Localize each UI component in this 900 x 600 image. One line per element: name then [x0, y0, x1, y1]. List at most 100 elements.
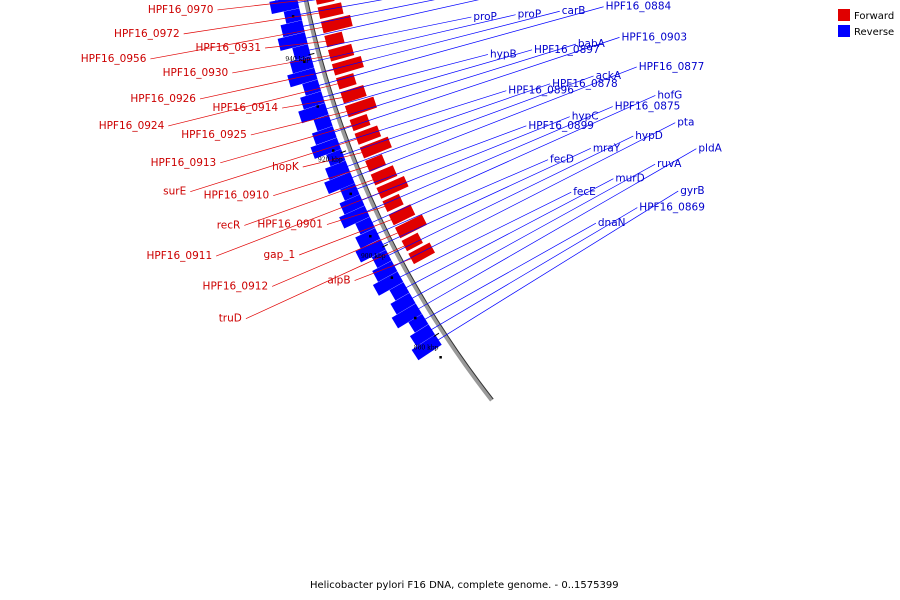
gene-glyph — [411, 334, 442, 361]
gene-glyph — [340, 84, 367, 104]
gene-glyph — [344, 96, 377, 118]
gene-glyph — [287, 67, 318, 88]
forward-gene-label: truD — [219, 313, 242, 325]
leader-line — [416, 148, 697, 310]
reverse-gene-label: fecE — [573, 186, 596, 198]
gene-glyph — [372, 271, 404, 296]
leader-line — [392, 122, 676, 268]
reverse-gene-label: babA — [578, 38, 606, 50]
feature-marker — [331, 149, 335, 152]
gene-glyph — [355, 216, 375, 235]
leader-line — [304, 0, 480, 39]
leader-line — [310, 14, 516, 63]
legend-forward-label: Forward — [854, 11, 894, 22]
reverse-gene-label: HPF16_0875 — [615, 101, 681, 113]
map-caption: Helicobacter pylori F16 DNA, complete ge… — [310, 580, 619, 591]
reverse-gene-label: dnaN — [598, 217, 626, 229]
legend: Forward Reverse — [838, 9, 894, 38]
reverse-gene-label: hypD — [635, 130, 663, 142]
leader-line — [355, 125, 527, 190]
feature-marker — [349, 192, 353, 196]
forward-gene-label: recR — [217, 219, 241, 231]
leader-line — [232, 54, 332, 74]
leader-line — [272, 231, 400, 287]
gene-glyph — [354, 125, 382, 145]
legend-reverse-label: Reverse — [854, 27, 894, 38]
feature-marker — [369, 234, 372, 238]
reverse-gene-label: carB — [562, 5, 586, 17]
feature-marker — [291, 15, 295, 18]
feature-marker — [439, 356, 442, 359]
reverse-gene-label: hypB — [490, 48, 517, 60]
gene-glyph — [324, 31, 345, 48]
feature-marker — [303, 60, 306, 63]
gene-glyph — [339, 194, 365, 215]
forward-gene-label: HPF16_0926 — [130, 93, 196, 105]
feature-marker — [390, 276, 394, 279]
legend-forward-swatch — [838, 9, 850, 21]
legend-reverse-swatch — [838, 25, 850, 37]
tick-label: 880 kbp — [414, 345, 439, 352]
leader-line — [150, 26, 325, 60]
leader-line — [360, 116, 570, 202]
forward-gene-label: HPF16_0931 — [195, 42, 261, 54]
gene-glyph — [280, 20, 305, 38]
forward-gene-label: HPF16_0910 — [204, 190, 270, 202]
leader-line — [345, 75, 594, 168]
leader-line — [436, 190, 679, 342]
gene-glyph — [317, 2, 344, 20]
leader-line — [282, 96, 345, 109]
leader-line — [299, 218, 394, 256]
gene-glyph — [340, 183, 360, 201]
forward-gene-label: HPF16_0901 — [257, 219, 323, 231]
reverse-gene-label: HPF16_0869 — [639, 202, 705, 214]
feature-marker — [414, 316, 417, 320]
gene-glyph — [320, 14, 353, 34]
forward-gene-label: HPF16_0925 — [181, 129, 247, 141]
leader-line — [326, 205, 387, 225]
gene-glyph — [315, 0, 335, 5]
gene-glyph — [365, 154, 387, 172]
tick-label: 900 kbp — [361, 253, 386, 260]
leader-line — [245, 244, 407, 320]
forward-gene-label: surE — [163, 186, 186, 198]
reverse-gene-label: ruvA — [657, 158, 682, 170]
forward-gene-label: HPF16_0972 — [114, 28, 180, 40]
leader-line — [168, 82, 340, 127]
forward-gene-label: HPF16_0914 — [212, 102, 278, 114]
leader-line — [386, 135, 634, 257]
gene-glyph — [372, 260, 398, 282]
reverse-gene-label: murD — [615, 173, 644, 185]
leader-line — [220, 124, 354, 164]
gene-glyph — [289, 55, 315, 74]
gene-glyph — [391, 303, 422, 329]
gene-glyph — [389, 282, 410, 301]
reverse-gene-label: HPF16_0897 — [534, 44, 600, 56]
leader-line — [320, 54, 489, 98]
leader-line — [328, 43, 576, 122]
gene-glyph — [376, 175, 409, 199]
reverse-gene-label: HPF16_0896 — [508, 85, 574, 97]
reverse-gene-label: HPF16_0903 — [621, 31, 687, 43]
tick-label: 940 kbp — [285, 56, 310, 63]
reverse-gene-label: hofG — [657, 89, 682, 101]
leader-line — [370, 95, 656, 224]
gene-glyph — [298, 102, 329, 124]
leader-line — [307, 16, 472, 51]
leader-line — [199, 69, 336, 100]
leader-line — [265, 40, 328, 49]
gene-glyph — [388, 204, 416, 226]
leader-line — [341, 83, 551, 156]
reverse-gene-label: HPF16_0878 — [552, 78, 618, 90]
forward-gene-label: alpB — [327, 275, 350, 287]
gene-glyph — [324, 171, 355, 194]
leader-line — [350, 66, 637, 179]
gene-glyph — [292, 44, 311, 60]
tick-mark — [382, 244, 388, 248]
forward-gene-label: gap_1 — [263, 249, 295, 261]
leader-line — [313, 10, 560, 75]
leader-line-layer — [150, 0, 697, 342]
leader-line — [298, 0, 383, 15]
